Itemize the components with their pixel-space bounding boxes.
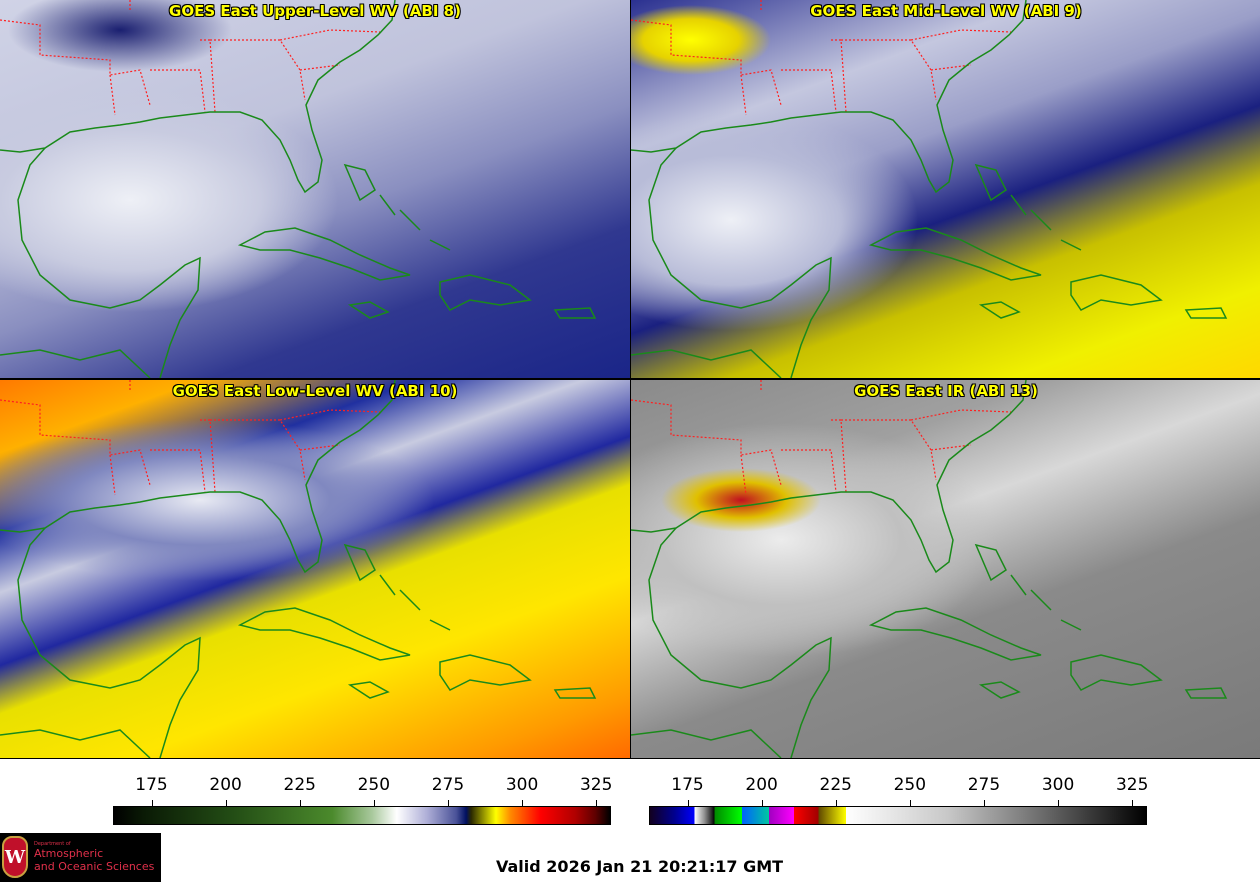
- colorbar-tick-label: 225: [283, 775, 316, 795]
- panel-title: GOES East Upper-Level WV (ABI 8): [169, 2, 461, 20]
- horizontal-divider: [0, 378, 1260, 380]
- panel-ir: GOES East IR (ABI 13): [631, 380, 1260, 758]
- colorbar-tick: [522, 800, 524, 806]
- state-border: [0, 380, 381, 496]
- coastline: [868, 227, 1042, 281]
- panel-mid-level-wv: GOES East Mid-Level WV (ABI 9): [631, 0, 1260, 378]
- colorbar-tick-label: 325: [1115, 775, 1149, 795]
- panel-upper-level-wv: GOES East Upper-Level WV (ABI 8): [0, 0, 630, 378]
- coastline: [648, 527, 832, 758]
- colorbar-tick: [909, 800, 911, 806]
- state-border: [0, 0, 381, 116]
- colorbar-tick: [835, 800, 837, 806]
- colorbar-tick-label: 325: [579, 775, 613, 795]
- colorbar-tick-label: 175: [671, 775, 704, 795]
- colorbar-tick: [299, 800, 301, 806]
- map-overlay: [631, 0, 1228, 378]
- colorbar-tick-label: 225: [819, 775, 852, 795]
- coastline: [0, 0, 396, 194]
- colorbar-tick-label: 300: [1041, 775, 1075, 795]
- map-overlay: [0, 0, 597, 378]
- aos-logo: W Department of Atmospheric and Oceanic …: [0, 833, 161, 882]
- map-overlay: [0, 380, 597, 758]
- coastline: [978, 301, 1021, 319]
- coastline: [343, 543, 451, 631]
- coastline: [631, 0, 1027, 194]
- panel-title: GOES East IR (ABI 13): [854, 382, 1038, 400]
- colorbar-tick-label: 200: [209, 775, 242, 795]
- colorbar-tick-label: 250: [893, 775, 927, 795]
- logo-line2: Atmospheric: [34, 847, 104, 860]
- ir-colorbar: [649, 806, 1147, 825]
- coastline: [439, 274, 532, 311]
- coastline: [0, 380, 396, 574]
- coastline: [439, 654, 532, 691]
- colorbar-tick-label: 275: [431, 775, 465, 795]
- state-border: [631, 0, 1012, 116]
- coastline: [1070, 654, 1163, 691]
- coastline: [974, 543, 1082, 631]
- coastline: [978, 681, 1021, 699]
- coastline: [0, 349, 151, 378]
- coastline: [553, 307, 597, 319]
- colorbar-tick-label: 250: [357, 775, 391, 795]
- colorbar-tick: [373, 800, 375, 806]
- colorbar-tick-label: 300: [505, 775, 539, 795]
- logo-line3: and Oceanic Sciences: [34, 860, 155, 873]
- panel-title: GOES East Low-Level WV (ABI 10): [172, 382, 458, 400]
- coastline: [631, 349, 782, 378]
- coastline: [237, 607, 411, 661]
- colorbar-tick: [596, 800, 598, 806]
- uw-crest-icon: W: [2, 836, 28, 878]
- colorbar-tick: [1132, 800, 1134, 806]
- colorbar-tick-label: 175: [135, 775, 168, 795]
- coastline: [347, 301, 390, 319]
- colorbar-tick: [983, 800, 985, 806]
- coastline: [0, 729, 151, 758]
- coastline: [1184, 687, 1228, 699]
- logo-line1: Department of: [34, 841, 71, 847]
- map-overlay: [631, 380, 1228, 758]
- coastline: [631, 380, 1027, 574]
- colorbar-tick: [761, 800, 763, 806]
- coastline: [343, 163, 451, 251]
- coastline: [17, 147, 201, 378]
- coastline: [1184, 307, 1228, 319]
- coastline: [17, 527, 201, 758]
- colorbar-tick: [151, 800, 153, 806]
- panel-title: GOES East Mid-Level WV (ABI 9): [810, 2, 1082, 20]
- coastline: [553, 687, 597, 699]
- colorbar-tick: [225, 800, 227, 806]
- state-border: [631, 380, 1012, 496]
- coastline: [347, 681, 390, 699]
- coastline: [237, 227, 411, 281]
- bottom-divider: [0, 758, 1260, 759]
- colorbar-tick: [447, 800, 449, 806]
- colorbar-tick-label: 200: [745, 775, 778, 795]
- valid-time: Valid 2026 Jan 21 20:21:17 GMT: [496, 857, 784, 876]
- colorbar-tick: [1058, 800, 1060, 806]
- wv-colorbar: [113, 806, 611, 825]
- coastline: [648, 147, 832, 378]
- panel-low-level-wv: GOES East Low-Level WV (ABI 10): [0, 380, 630, 758]
- coastline: [1070, 274, 1163, 311]
- coastline: [631, 729, 782, 758]
- colorbar-tick: [687, 800, 689, 806]
- coastline: [974, 163, 1082, 251]
- coastline: [868, 607, 1042, 661]
- colorbar-tick-label: 275: [967, 775, 1001, 795]
